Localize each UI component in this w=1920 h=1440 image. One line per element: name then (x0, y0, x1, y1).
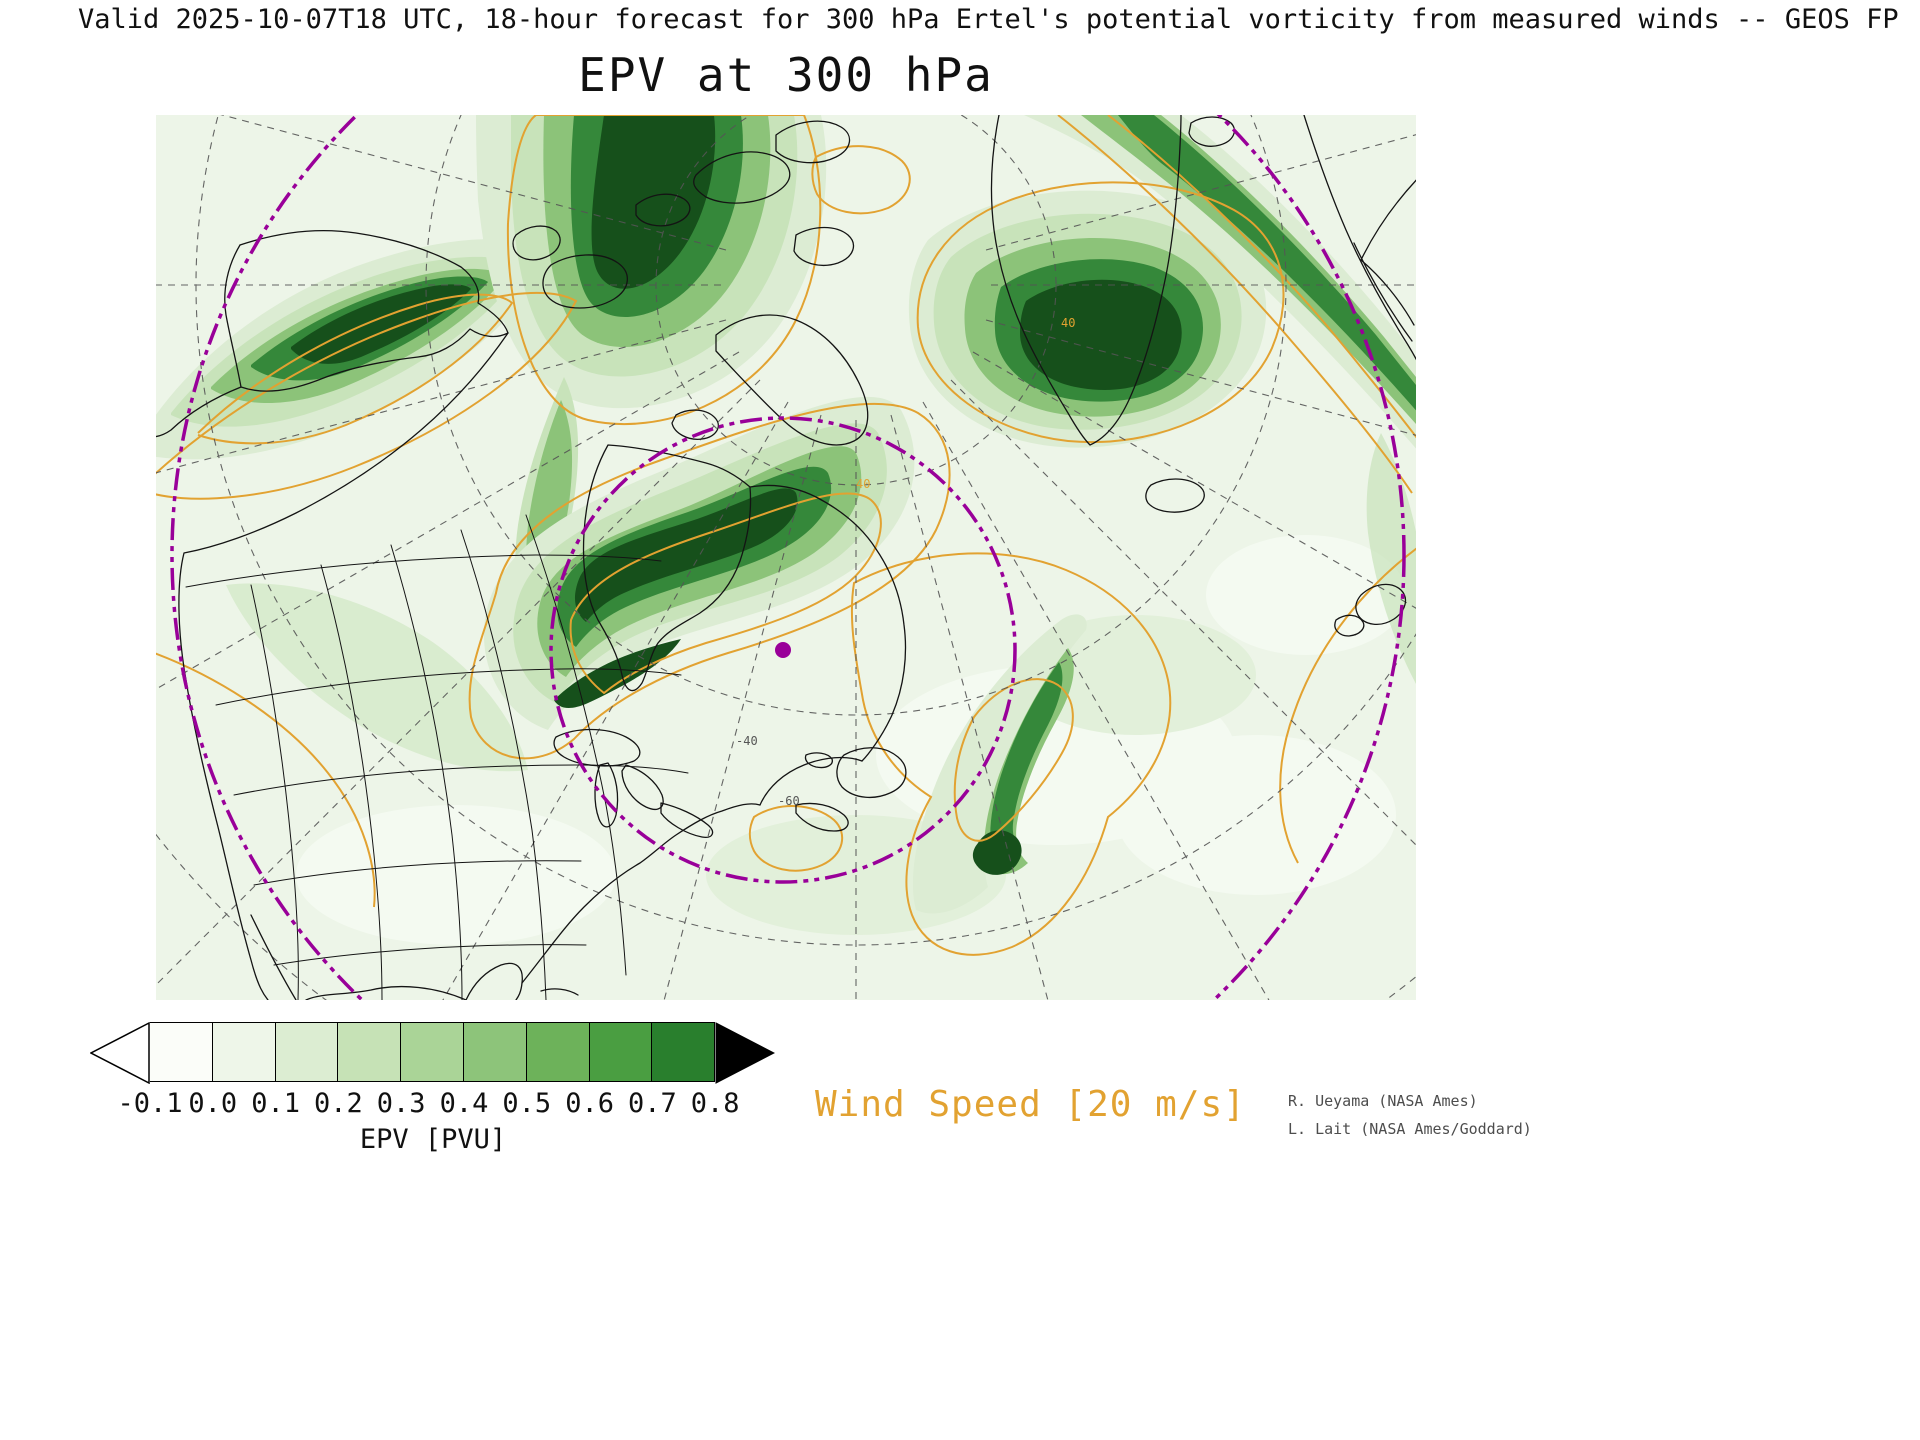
wind-contours (140, 114, 1425, 956)
colorbar-under-arrow (90, 1022, 150, 1084)
colorbar-tick-label: 0.4 (439, 1088, 489, 1119)
colorbar-cell (150, 1022, 213, 1082)
colorbar-cell (652, 1022, 716, 1082)
colorbar-bar (90, 1022, 776, 1084)
plot-title: EPV at 300 hPa (578, 48, 994, 102)
colorbar-cell (401, 1022, 464, 1082)
colorbar-cells (150, 1022, 716, 1084)
colorbar-over-arrow (715, 1022, 776, 1084)
colorbar-tick-label: 0.3 (376, 1088, 426, 1119)
grid-label: -60 (778, 794, 800, 808)
colorbar-tick-label: 0.8 (690, 1088, 740, 1119)
epv-field (136, 115, 1426, 1000)
validity-header: Valid 2025-10-07T18 UTC, 18-hour forecas… (78, 4, 1899, 35)
grid-label: -40 (736, 734, 758, 748)
colorbar-tick-label: 0.5 (502, 1088, 552, 1119)
epv-map: 40 40 -60 -40 (0, 0, 1906, 1335)
colorbar-tick-label: -0.1 (117, 1088, 183, 1119)
credit-line-2: L. Lait (NASA Ames/Goddard) (1288, 1119, 1532, 1138)
credits: R. Ueyama (NASA Ames) L. Lait (NASA Ames… (1288, 1088, 1532, 1144)
colorbar: -0.1 0.0 0.1 0.2 0.3 0.4 0.5 0.6 0.7 0.8 EPV [PVU… (90, 1022, 790, 1162)
credit-line-1: R. Ueyama (NASA Ames) (1288, 1092, 1478, 1110)
colorbar-ticks: -0.1 0.0 0.1 0.2 0.3 0.4 0.5 0.6 0.7 0.8 (90, 1088, 790, 1122)
colorbar-tick-label: 0.7 (628, 1088, 677, 1119)
colorbar-tick-label: 0.2 (314, 1088, 363, 1119)
wind-contour-label: 40 (856, 477, 870, 491)
colorbar-tick-label: 0.6 (565, 1088, 614, 1119)
colorbar-tick-label: 0.1 (251, 1088, 300, 1119)
colorbar-cell (463, 1022, 527, 1082)
colorbar-cell (526, 1022, 590, 1082)
colorbar-cell (338, 1022, 402, 1082)
map-canvas: 40 40 -60 -40 (0, 0, 1906, 1335)
colorbar-tick-label: 0.0 (188, 1088, 238, 1119)
colorbar-axis-label: EPV [PVU] (359, 1124, 507, 1155)
colorbar-cell (212, 1022, 276, 1082)
wind-contour-label: 40 (1061, 316, 1075, 330)
coastlines (150, 114, 1427, 1001)
colorbar-cell (589, 1022, 653, 1082)
station-marker (775, 642, 791, 658)
colorbar-cell (275, 1022, 339, 1082)
wind-speed-label: Wind Speed [20 m/s] (815, 1084, 1246, 1125)
